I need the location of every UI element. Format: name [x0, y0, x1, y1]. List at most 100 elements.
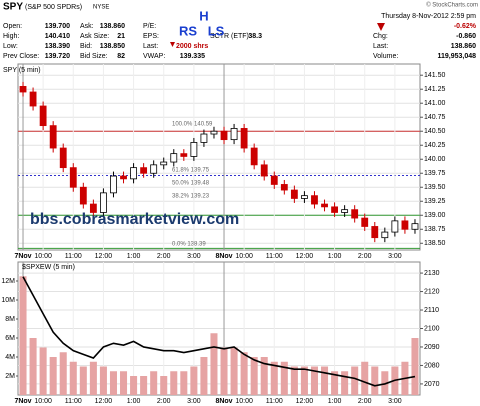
- annotation-mark: H: [199, 8, 208, 23]
- candle-body: [331, 206, 338, 213]
- field-value: 138.860: [451, 43, 476, 50]
- candle-body: [89, 203, 97, 213]
- field-value: 138.390: [45, 43, 70, 50]
- volume-bar: [49, 357, 57, 395]
- candle-body: [150, 164, 158, 174]
- x-tick-label: 7Nov: [14, 253, 31, 260]
- exchange: NYSE: [93, 5, 109, 11]
- x-tick-label: 12:00: [95, 253, 113, 260]
- volume-bar: [200, 357, 208, 395]
- field-label: Bid:: [80, 43, 92, 50]
- field-value: 21: [117, 33, 125, 40]
- candle-body: [39, 105, 47, 127]
- field-label: Prev Close:: [3, 53, 39, 60]
- volume-bar: [109, 371, 117, 395]
- candle-body: [29, 91, 37, 107]
- x-tick-label: 1:00: [127, 253, 141, 260]
- volume-bar: [29, 338, 37, 395]
- plot-area: [17, 63, 421, 251]
- x-tick-label: 11:00: [65, 398, 82, 405]
- field-value: 82: [117, 53, 125, 60]
- volume-bar: [220, 347, 228, 395]
- field-value: 119,953,048: [437, 53, 476, 60]
- volume-bar: [180, 371, 188, 395]
- candle-body: [381, 231, 389, 239]
- candle-body: [100, 192, 107, 213]
- field-label: Chg:: [373, 33, 388, 40]
- fib-label: 100.0% 140.59: [172, 122, 213, 128]
- volume-bar: [260, 357, 268, 395]
- field-value: 2000 shrs: [176, 43, 208, 50]
- x-tick-label: 11:00: [266, 398, 283, 405]
- volume-bar: [341, 371, 349, 395]
- field-value: 139.335: [180, 53, 205, 60]
- candle-body: [140, 167, 148, 174]
- volume-bar: [411, 338, 419, 395]
- volume-bar: [250, 357, 258, 395]
- x-tick-label: 1:00: [328, 253, 342, 260]
- candle-body: [411, 223, 419, 230]
- y-tick-label: 138.50: [424, 240, 446, 247]
- x-tick-label: 2:00: [358, 253, 372, 260]
- x-tick-label: 12:00: [95, 398, 113, 405]
- volume-bar: [331, 371, 339, 395]
- symbol-name: (S&P 500 SPDRs): [25, 4, 82, 11]
- volume-bar: [371, 366, 379, 395]
- x-tick-label: 3:00: [388, 398, 402, 405]
- volume-bar: [19, 276, 27, 395]
- volume-bar: [210, 333, 218, 395]
- candle-body: [120, 175, 127, 180]
- x-tick-label: 8Nov: [215, 398, 232, 405]
- x-tick-label: 3:00: [187, 398, 201, 405]
- field-label: High:: [3, 33, 19, 40]
- volume-bar: [120, 371, 128, 395]
- volume-bar: [130, 376, 138, 395]
- y-tick-label: 140.75: [424, 114, 446, 121]
- candle-body: [361, 217, 369, 227]
- volume-bar: [310, 366, 318, 395]
- chart-title: SPY (5 min): [3, 67, 41, 74]
- field-label: VWAP:: [143, 53, 165, 60]
- y-tick-label: 139.00: [424, 212, 446, 219]
- series-line: [22, 276, 416, 387]
- y2-tick-label: 2090: [424, 344, 440, 351]
- x-tick-label: 3:00: [388, 253, 402, 260]
- candle-body: [290, 189, 298, 199]
- y2-tick-label: 2130: [424, 270, 440, 277]
- candle-body: [160, 161, 168, 166]
- candle-body: [401, 220, 409, 230]
- sctr-value: 38.3: [248, 33, 262, 40]
- candle-body: [59, 147, 67, 169]
- y-tick-label: 139.50: [424, 184, 446, 191]
- x-tick-label: 11:00: [266, 253, 283, 260]
- candle-body: [250, 147, 258, 166]
- annotation-mark: LS: [208, 23, 225, 38]
- candle-body: [110, 175, 117, 194]
- candle-body: [19, 86, 27, 93]
- y2-tick-label: 2080: [424, 362, 440, 369]
- y-tick-label: 140.50: [424, 128, 446, 135]
- volume-bar: [39, 347, 47, 395]
- volume-bar: [150, 371, 158, 395]
- x-tick-label: 10:00: [235, 398, 253, 405]
- candle-body: [130, 167, 137, 180]
- volume-bar: [79, 366, 87, 395]
- x-tick-label: 2:00: [157, 253, 171, 260]
- y-tick-label: 2M: [5, 373, 15, 380]
- x-tick-label: 2:00: [358, 398, 372, 405]
- field-label: P/E:: [143, 23, 156, 30]
- symbol: SPY: [3, 2, 23, 13]
- volume-bar: [140, 376, 148, 395]
- candle-body: [351, 209, 359, 219]
- candle-body: [280, 184, 288, 191]
- field-label: EPS:: [143, 33, 159, 40]
- candle-body: [190, 142, 198, 157]
- volume-bar: [69, 361, 77, 395]
- x-tick-label: 1:00: [127, 398, 141, 405]
- candle-body: [79, 186, 87, 205]
- candle-body: [371, 226, 379, 239]
- volume-bar: [300, 366, 308, 395]
- field-value: 139.720: [45, 53, 70, 60]
- y-tick-label: 6M: [5, 335, 15, 342]
- field-value: 140.410: [45, 33, 70, 40]
